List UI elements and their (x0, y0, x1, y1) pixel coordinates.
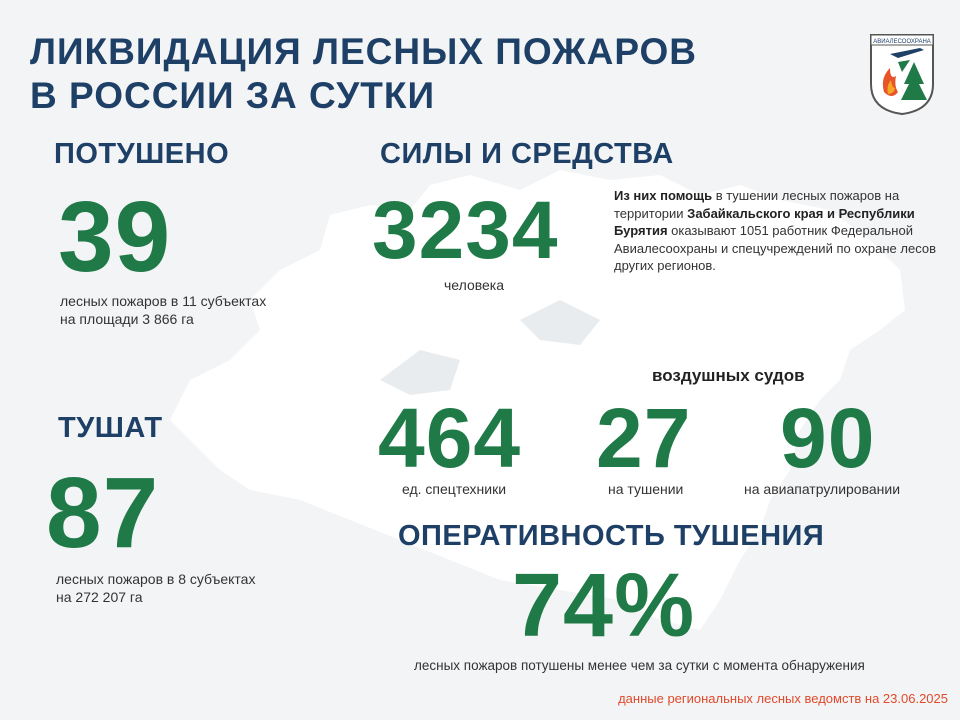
avialesookhrana-logo: АВИАЛЕСООХРАНА (870, 34, 934, 116)
fighting-heading: ТУШАТ (58, 412, 163, 444)
extinguished-note: лесных пожаров в 11 субъектах на площади… (60, 292, 266, 328)
forces-description: Из них помощь в тушении лесных пожаров н… (614, 187, 944, 275)
equipment-value: 464 (378, 391, 522, 485)
aircraft-fighting-value: 27 (596, 391, 692, 485)
forces-value: 3234 (372, 185, 559, 276)
fighting-line-1: лесных пожаров в 8 субъектах (56, 571, 256, 587)
page-title: ЛИКВИДАЦИЯ ЛЕСНЫХ ПОЖАРОВ В РОССИИ ЗА СУ… (30, 30, 697, 118)
data-source-footer: данные региональных лесных ведомств на 2… (618, 691, 948, 706)
efficiency-caption: лесных пожаров потушены менее чем за сут… (414, 658, 865, 673)
forces-unit: человека (444, 277, 505, 293)
extinguished-value: 39 (58, 181, 172, 293)
efficiency-value: 74% (512, 556, 696, 656)
forces-desc-text-2: оказывают 1051 работник Федеральной Авиа… (614, 223, 936, 273)
logo-text: АВИАЛЕСООХРАНА (873, 39, 931, 45)
forces-desc-bold-1: Из них помощь (614, 188, 713, 203)
extinguished-line-1: лесных пожаров в 11 субъектах (60, 293, 267, 309)
efficiency-heading: ОПЕРАТИВНОСТЬ ТУШЕНИЯ (398, 520, 825, 552)
forces-desc-bold-2: Забайкальского края и Республики Бурятия (614, 205, 915, 239)
forces-desc-text-1: в тушении лесных пожаров на территории (614, 188, 900, 221)
fighting-line-2: на 272 207 га (56, 589, 143, 605)
aircraft-patrol-label: на авиапатрулировании (744, 481, 901, 497)
extinguished-line-2: на площади 3 866 га (60, 311, 194, 327)
aircraft-heading: воздушных судов (652, 366, 805, 385)
aircraft-patrol-value: 90 (780, 391, 876, 485)
title-line-2: В РОССИИ ЗА СУТКИ (30, 75, 436, 116)
equipment-label: ед. спецтехники (402, 481, 507, 497)
fighting-value: 87 (46, 457, 160, 569)
forces-heading: СИЛЫ И СРЕДСТВА (380, 138, 674, 170)
fighting-note: лесных пожаров в 8 субъектах на 272 207 … (56, 570, 255, 606)
title-line-1: ЛИКВИДАЦИЯ ЛЕСНЫХ ПОЖАРОВ (30, 31, 698, 72)
aircraft-fighting-label: на тушении (608, 481, 684, 497)
extinguished-heading: ПОТУШЕНО (54, 138, 230, 170)
